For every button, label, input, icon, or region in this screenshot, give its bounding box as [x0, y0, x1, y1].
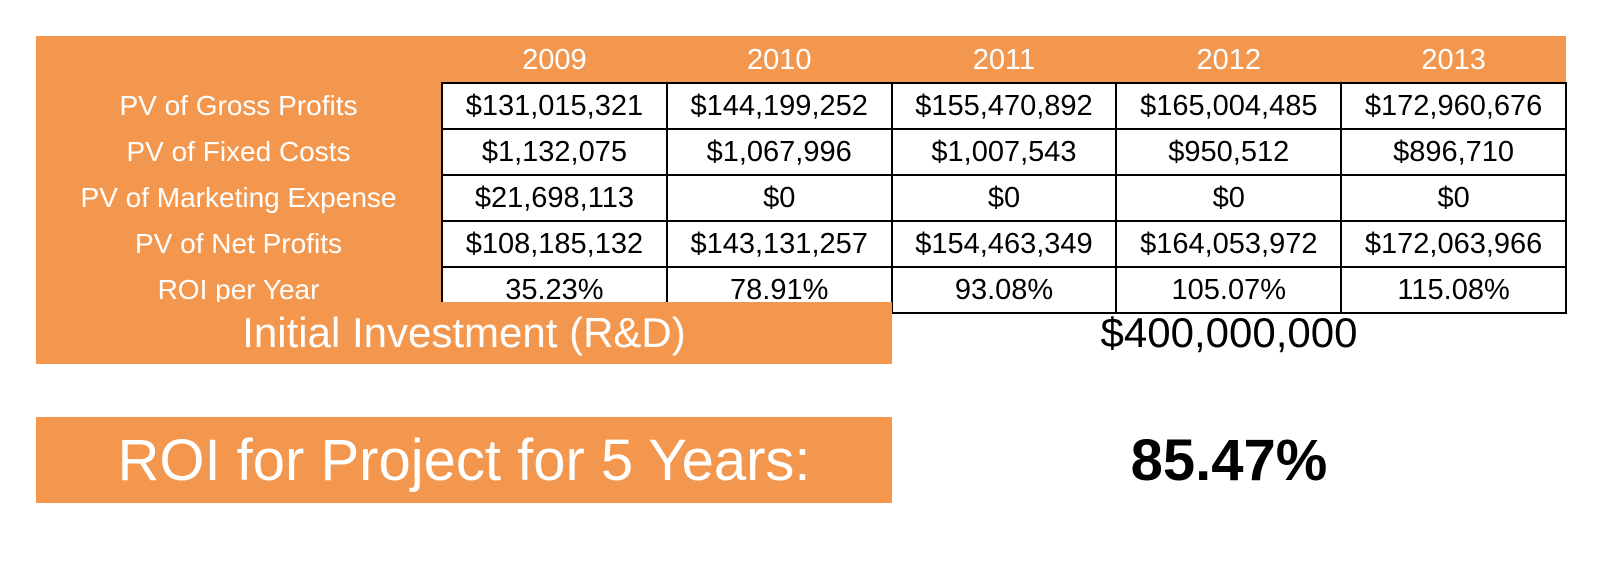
table-cell: $0	[1115, 174, 1343, 222]
table-cell: $172,063,966	[1340, 220, 1567, 268]
table-cell: $1,007,543	[890, 128, 1118, 176]
row-label: PV of Net Profits	[36, 221, 442, 267]
year-header: 2012	[1116, 36, 1342, 83]
table-cell: $0	[890, 174, 1118, 222]
row-label: PV of Fixed Costs	[36, 129, 442, 175]
table-cell: $164,053,972	[1115, 220, 1343, 268]
roi-summary-block: 2009 2010 2011 2012 2013 PV of Gross Pro…	[36, 36, 1567, 314]
table-cell: $0	[1340, 174, 1567, 222]
project-roi-label: ROI for Project for 5 Years:	[36, 417, 892, 503]
year-header-row: 2009 2010 2011 2012 2013	[36, 36, 1566, 83]
initial-investment-value: $400,000,000	[1100, 309, 1358, 356]
year-header: 2011	[891, 36, 1117, 83]
table-row: PV of Net Profits $108,185,132 $143,131,…	[36, 220, 1567, 268]
table-cell: 105.07%	[1115, 266, 1343, 314]
table-cell: 115.08%	[1340, 266, 1567, 314]
table-cell: $154,463,349	[890, 220, 1118, 268]
table-cell: $21,698,113	[441, 174, 668, 222]
initial-investment-label: Initial Investment (R&D)	[36, 302, 892, 364]
roi-table: 2009 2010 2011 2012 2013 PV of Gross Pro…	[36, 36, 1567, 314]
row-label: PV of Marketing Expense	[36, 175, 442, 221]
table-cell: $108,185,132	[441, 220, 668, 268]
table-cell: $1,132,075	[441, 128, 668, 176]
year-header: 2013	[1341, 36, 1566, 83]
table-cell: $155,470,892	[890, 82, 1118, 130]
table-row: PV of Marketing Expense $21,698,113 $0 $…	[36, 174, 1567, 222]
table-cell: $144,199,252	[665, 82, 893, 130]
table-cell: $896,710	[1340, 128, 1567, 176]
table-row: PV of Fixed Costs $1,132,075 $1,067,996 …	[36, 128, 1567, 176]
table-cell: $0	[665, 174, 893, 222]
row-label: PV of Gross Profits	[36, 83, 442, 129]
table-cell: $143,131,257	[665, 220, 893, 268]
project-roi-value: 85.47%	[1130, 427, 1328, 493]
table-cell: $165,004,485	[1115, 82, 1343, 130]
table-cell: $172,960,676	[1340, 82, 1567, 130]
table-cell: $131,015,321	[441, 82, 668, 130]
header-corner	[36, 36, 442, 83]
year-header: 2010	[666, 36, 892, 83]
table-row: PV of Gross Profits $131,015,321 $144,19…	[36, 82, 1567, 130]
table-cell: $1,067,996	[665, 128, 893, 176]
table-cell: 93.08%	[890, 266, 1118, 314]
table-cell: $950,512	[1115, 128, 1343, 176]
year-header: 2009	[442, 36, 667, 83]
